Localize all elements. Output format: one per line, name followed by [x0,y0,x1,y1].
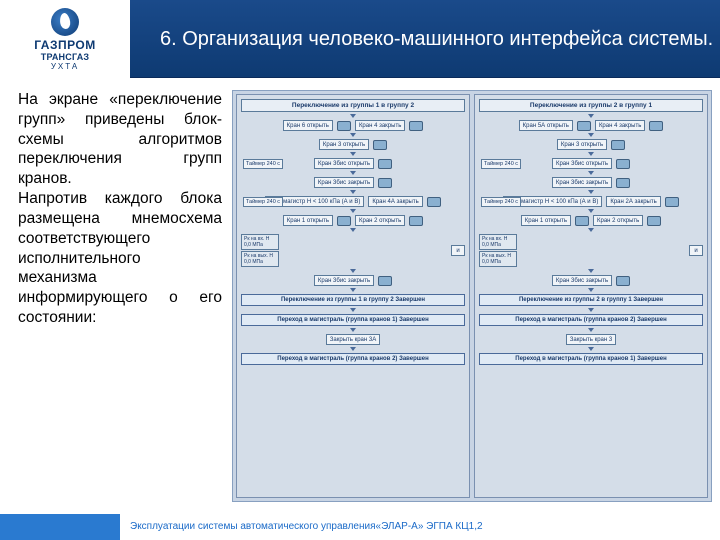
valve-icon [427,197,441,207]
arrow-icon [350,209,356,213]
logo-brand: ГАЗПРОМ [34,38,96,52]
flowchart-title: Переключение из группы 1 в группу 2 [241,99,465,112]
arrow-icon [588,152,594,156]
valve-icon [337,121,351,131]
step-box: Кран 4А закрыть [368,196,422,207]
step-box: Закрыть кран 3 [566,334,616,345]
valve-icon [409,216,423,226]
step-box: Кран 4 закрыть [595,120,645,131]
flowchart-right: Переключение из группы 2 в группу 1 Кран… [474,94,708,498]
step-box: Кран 3бис открыть [314,158,374,169]
arrow-icon [588,171,594,175]
valve-icon [647,216,661,226]
timer-box: Таймер 240 с [481,197,521,207]
timer-box: Таймер 240 с [243,197,283,207]
arrow-icon [588,308,594,312]
arrow-icon [350,228,356,232]
arrow-icon [588,288,594,292]
step-box: Кран 5А открыть [519,120,573,131]
valve-icon [616,276,630,286]
description-text: На экране «переключение групп» приведены… [18,90,232,502]
step-box: Кран 3бис закрыть [552,275,612,286]
arrow-icon [350,308,356,312]
flowchart-container: Переключение из группы 1 в группу 2 Кран… [232,90,712,502]
arrow-icon [350,133,356,137]
arrow-icon [350,152,356,156]
step-box: Кран 3 открыть [557,139,607,150]
flowchart-title: Переключение из группы 2 в группу 1 [479,99,703,112]
step-box: Закрыть кран 3А [326,334,380,345]
step-box: Кран 2 открыть [355,215,405,226]
arrow-icon [588,190,594,194]
final-box: Переход в магистраль (группа кранов 2) З… [479,314,703,326]
final-box: Переход в магистраль (группа кранов 1) З… [479,353,703,365]
step-box: Кран 2А закрыть [606,196,660,207]
gauge-box: Рк на вых. Н 0,0 МПа [479,251,517,267]
gauge-box: Рк на вх. Н 0,0 МПа [241,234,279,250]
logo-city: УХТА [51,62,79,71]
content-area: На экране «переключение групп» приведены… [0,78,720,506]
valve-icon [409,121,423,131]
arrow-icon [350,190,356,194]
logo-division: ТРАНСГАЗ [41,52,89,62]
timer-box: Таймер 240 с [243,159,283,169]
valve-icon [378,178,392,188]
flowchart-left: Переключение из группы 1 в группу 2 Кран… [236,94,470,498]
timer-box: Таймер 240 с [481,159,521,169]
step-box: Кран 1 открыть [283,215,333,226]
final-box: Переключение из группы 1 в группу 2 Заве… [241,294,465,306]
footer-accent-bar [0,514,120,540]
header-bar: ГАЗПРОМ ТРАНСГАЗ УХТА 6. Организация чел… [0,0,720,78]
valve-icon [616,178,630,188]
step-box: Кран 3 открыть [319,139,369,150]
arrow-icon [588,347,594,351]
gauge-box: Рк на вх. Н 0,0 МПа [479,234,517,250]
step-box: Кран 3бис закрыть [314,177,374,188]
arrow-icon [588,114,594,118]
arrow-icon [350,114,356,118]
valve-icon [665,197,679,207]
arrow-icon [350,288,356,292]
arrow-icon [350,347,356,351]
step-box: Кран 3бис открыть [552,158,612,169]
final-box: Переход в магистраль (группа кранов 1) З… [241,314,465,326]
step-box: Кран 2 открыть [593,215,643,226]
footer-text: Эксплуатации системы автоматического упр… [130,521,483,532]
step-box: Кран 6 открыть [283,120,333,131]
valve-icon [616,159,630,169]
valve-icon [611,140,625,150]
final-box: Переход в магистраль (группа кранов 2) З… [241,353,465,365]
arrow-icon [350,171,356,175]
and-box: и [451,245,465,256]
arrow-icon [588,269,594,273]
valve-icon [575,216,589,226]
slide-title: 6. Организация человеко-машинного интерф… [160,26,713,52]
logo: ГАЗПРОМ ТРАНСГАЗ УХТА [0,0,130,78]
valve-icon [378,159,392,169]
flame-icon [51,8,79,36]
step-box: Кран 3бис закрыть [314,275,374,286]
arrow-icon [588,228,594,232]
gauge-box: Рк на вых. Н 0,0 МПа [241,251,279,267]
valve-icon [337,216,351,226]
valve-icon [373,140,387,150]
step-box: Кран 3бис закрыть [552,177,612,188]
valve-icon [378,276,392,286]
arrow-icon [588,328,594,332]
arrow-icon [588,209,594,213]
step-box: Кран 4 закрыть [355,120,405,131]
final-box: Переключение из группы 2 в группу 1 Заве… [479,294,703,306]
valve-icon [649,121,663,131]
arrow-icon [350,269,356,273]
arrow-icon [350,328,356,332]
and-box: и [689,245,703,256]
valve-icon [577,121,591,131]
arrow-icon [588,133,594,137]
step-box: Кран 1 открыть [521,215,571,226]
